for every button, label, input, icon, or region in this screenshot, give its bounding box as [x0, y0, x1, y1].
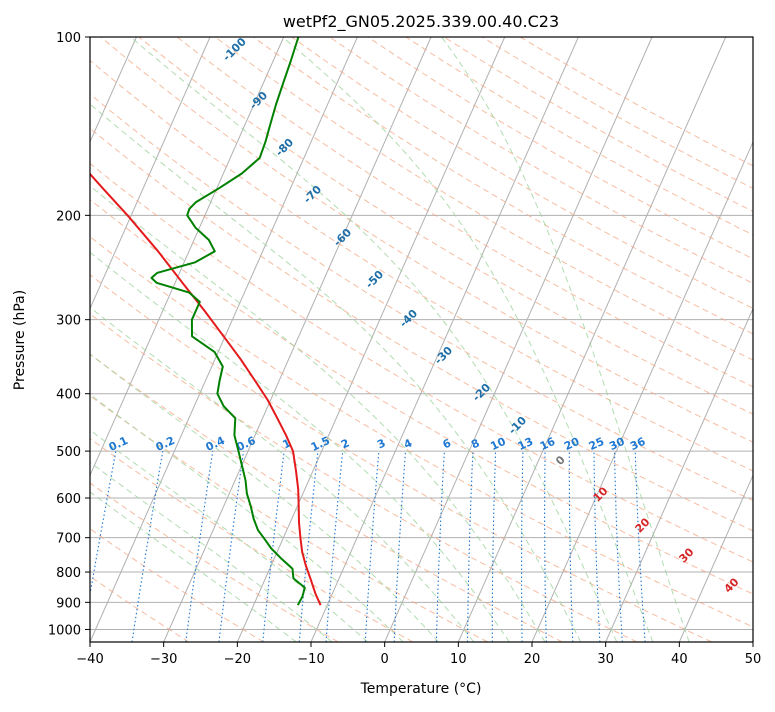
x-tick-label: 10	[450, 652, 467, 667]
y-axis-label: Pressure (hPa)	[12, 290, 28, 390]
x-tick-label: 50	[745, 652, 762, 667]
x-tick-label: 20	[524, 652, 541, 667]
x-axis-label: Temperature (°C)	[360, 681, 482, 697]
chart-title: wetPf2_GN05.2025.339.00.40.C23	[283, 12, 559, 32]
y-tick-label: 1000	[48, 623, 81, 638]
y-tick-label: 700	[56, 532, 81, 547]
x-tick-label: −40	[76, 652, 103, 667]
y-tick-label: 900	[56, 596, 81, 611]
x-tick-label: −10	[297, 652, 324, 667]
x-tick-label: 40	[671, 652, 688, 667]
y-tick-label: 100	[56, 31, 81, 46]
x-tick-label: 30	[597, 652, 614, 667]
x-tick-label: −20	[224, 652, 251, 667]
y-tick-label: 500	[56, 445, 81, 460]
x-tick-label: 0	[381, 652, 389, 667]
y-tick-label: 400	[56, 388, 81, 403]
y-tick-label: 300	[56, 314, 81, 329]
x-tick-label: −30	[150, 652, 177, 667]
y-tick-label: 200	[56, 209, 81, 224]
y-tick-label: 600	[56, 492, 81, 507]
y-tick-label: 800	[56, 566, 81, 581]
